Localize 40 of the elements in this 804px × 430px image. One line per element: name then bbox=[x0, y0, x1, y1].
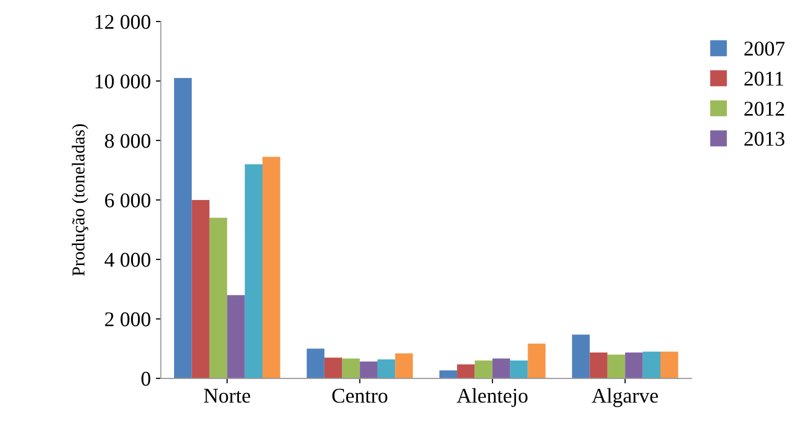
y-axis-title: Produção (toneladas) bbox=[72, 124, 88, 276]
bar bbox=[395, 353, 413, 378]
bar bbox=[474, 360, 492, 378]
bar bbox=[360, 361, 378, 378]
bar bbox=[342, 358, 360, 378]
x-tick-label: Alentejo bbox=[456, 388, 528, 408]
bar bbox=[324, 358, 342, 378]
bar bbox=[572, 334, 590, 378]
y-tick-label: 2 000 bbox=[105, 312, 150, 326]
bar bbox=[262, 156, 280, 378]
legend-label: 2013 bbox=[744, 132, 784, 146]
bar bbox=[377, 359, 396, 378]
bar bbox=[439, 370, 458, 378]
legend-label: 2012 bbox=[744, 102, 784, 116]
bar bbox=[192, 200, 210, 378]
bar bbox=[510, 360, 528, 378]
y-tick-label: 4 000 bbox=[104, 252, 150, 267]
legend-label: 2007 bbox=[744, 42, 785, 56]
bar bbox=[492, 358, 510, 378]
bar bbox=[244, 164, 263, 378]
y-tick-label: 8 000 bbox=[104, 134, 150, 148]
bar bbox=[590, 352, 608, 378]
bar bbox=[306, 348, 324, 378]
x-tick-label: Algarve bbox=[592, 388, 658, 408]
y-tick-label: 10 000 bbox=[96, 74, 150, 88]
bar bbox=[174, 78, 192, 378]
bar bbox=[642, 352, 660, 378]
legend-label: 2011 bbox=[744, 72, 784, 86]
bar bbox=[528, 344, 546, 378]
bar bbox=[457, 364, 475, 378]
y-tick-label: 6 000 bbox=[105, 193, 150, 208]
y-tick-label: 0 bbox=[141, 372, 150, 386]
bar bbox=[209, 218, 228, 378]
bar bbox=[227, 295, 245, 378]
bar bbox=[660, 352, 678, 378]
bar bbox=[625, 352, 643, 378]
bar bbox=[607, 354, 626, 378]
x-tick-label: Centro bbox=[332, 388, 388, 403]
x-tick-label: Norte bbox=[204, 388, 250, 403]
y-tick-label: 12 000 bbox=[96, 14, 150, 29]
